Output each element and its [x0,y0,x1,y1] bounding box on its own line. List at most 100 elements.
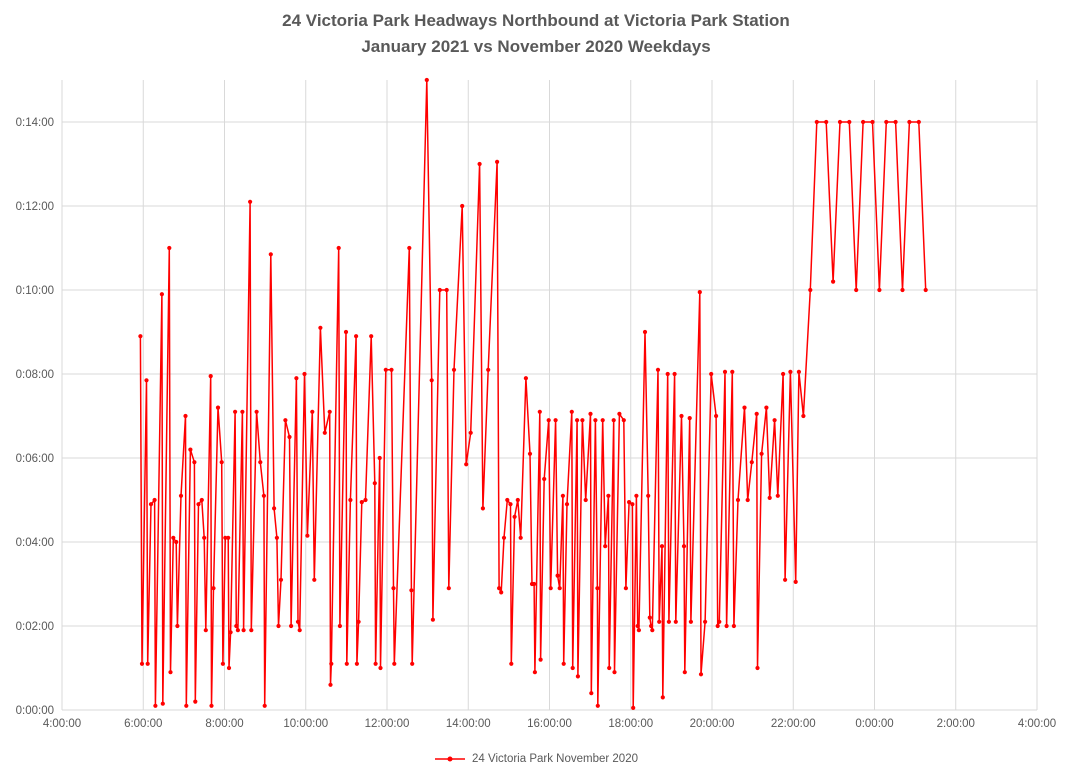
data-point-marker [884,119,889,125]
data-point-marker [220,661,225,666]
data-point-marker [570,665,575,671]
data-point-marker [831,279,836,284]
data-point-marker [223,535,228,540]
data-point-marker [409,588,414,593]
data-point-marker [714,413,719,419]
data-point-marker [302,371,307,377]
data-point-marker [709,371,714,377]
x-tick-label: 4:00:00 [1018,718,1056,730]
data-point-marker [636,628,642,633]
x-tick-label: 4:00:00 [43,718,81,730]
data-point-marker [138,334,143,339]
data-point-marker [893,119,898,125]
data-point-marker [235,628,240,633]
data-point-marker [612,670,617,675]
data-point-marker [659,544,665,549]
data-point-marker [183,413,188,419]
data-point-marker [679,413,684,419]
data-point-marker [283,418,288,423]
data-point-marker [808,287,813,293]
data-point-marker [437,287,442,293]
data-point-marker [837,119,843,125]
y-tick-label: 0:02:00 [16,621,54,633]
data-point-marker [174,539,179,545]
x-tick-label: 18:00:00 [608,718,653,730]
data-point-marker [495,159,500,164]
data-point-marker [575,418,580,423]
data-point-marker [660,695,665,700]
data-point-marker [369,334,374,339]
data-point-marker [772,418,777,423]
data-point-marker [515,497,520,503]
data-point-marker [294,376,299,381]
data-point-marker [703,619,708,624]
x-tick-label: 20:00:00 [690,718,735,730]
data-point-marker [715,623,720,629]
data-point-marker [801,413,806,419]
data-point-marker [518,535,523,540]
data-point-marker [923,287,928,293]
data-point-marker [775,493,780,498]
data-point-marker [391,586,396,591]
series-line [139,79,927,709]
data-point-marker [603,544,608,549]
data-point-marker [657,619,662,624]
data-point-marker [359,500,364,505]
data-point-marker [749,460,754,465]
data-point-marker [145,661,150,666]
data-point-marker [159,292,164,297]
data-point-marker [249,628,254,633]
data-point-marker [184,703,189,708]
data-point-marker [261,493,266,498]
data-point-marker [501,535,507,540]
data-point-marker [226,535,231,540]
y-tick-label: 0:08:00 [16,369,54,381]
data-point-marker [322,430,327,435]
data-point-marker [631,705,636,711]
data-point-marker [621,418,626,423]
data-point-marker [595,586,600,591]
data-point-marker [389,367,394,372]
data-point-marker [655,367,661,372]
data-point-marker [767,495,772,500]
data-point-marker [916,119,921,125]
data-point-marker [877,287,882,293]
data-point-marker [228,630,233,635]
data-point-marker [611,418,616,423]
data-point-marker [354,334,359,339]
data-point-marker [312,577,317,582]
data-point-marker [215,405,221,410]
data-point-marker [783,577,788,582]
x-tick-label: 12:00:00 [365,718,410,730]
data-point-marker [451,367,457,372]
data-point-marker [344,661,349,666]
legend-item[interactable]: 24 Victoria Park November 2020 [434,753,638,765]
data-point-marker [392,661,397,666]
data-point-marker [600,418,605,423]
data-point-marker [167,245,172,251]
data-point-marker [560,493,566,498]
x-tick-label: 2:00:00 [937,718,975,730]
data-point-marker [666,619,672,624]
data-point-marker [755,665,760,671]
data-point-marker [847,119,852,125]
data-point-marker [735,497,741,503]
data-point-marker [646,493,651,498]
data-point-marker [561,661,566,666]
data-point-marker [219,460,224,465]
data-point-marker [336,245,341,251]
data-point-marker [480,506,485,511]
data-point-marker [546,418,551,423]
data-point-marker [555,573,560,578]
data-point-marker [509,661,514,666]
data-point-marker [196,502,201,507]
data-point-marker [148,502,154,507]
data-point-marker [327,409,332,414]
data-point-marker [717,619,722,624]
data-point-marker [310,409,315,414]
data-point-marker [508,502,513,507]
data-point-marker [642,329,648,335]
data-point-marker [262,703,267,708]
data-point-marker [697,290,702,295]
